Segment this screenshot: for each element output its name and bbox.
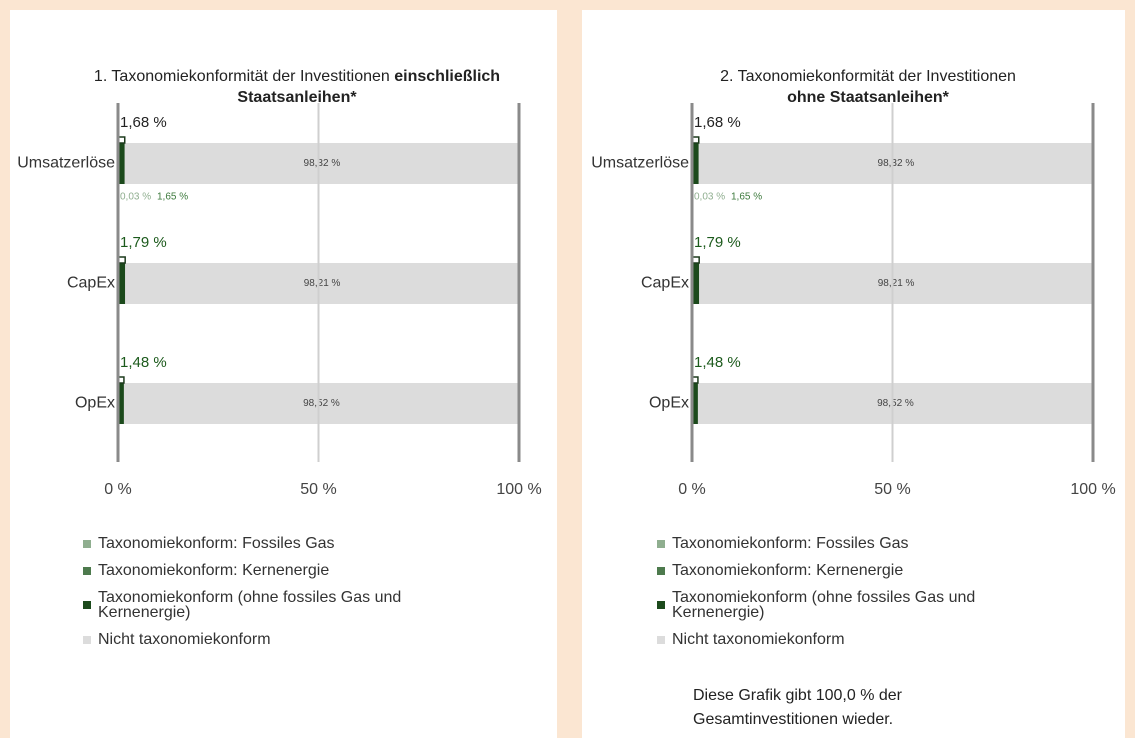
bar-segment — [124, 143, 519, 184]
legend-label: Taxonomiekonform (ohne fossiles Gas und … — [98, 589, 402, 621]
total-label: 1,79 % — [120, 234, 167, 251]
legend: Taxonomiekonform: Fossiles Gas Taxonomiek… — [83, 536, 423, 659]
x-tick-label: 100 % — [1070, 481, 1115, 498]
bar-segment — [692, 383, 698, 424]
value-label: 1,65 % — [731, 192, 762, 203]
category-label: Umsatzerlöse — [17, 155, 115, 172]
category-label: CapEx — [67, 275, 115, 292]
value-label: 98,32 % — [304, 158, 341, 169]
total-label: 1,68 % — [694, 114, 741, 131]
value-label: 98,32 % — [878, 158, 915, 169]
category-label: OpEx — [649, 395, 689, 412]
value-label: 98,52 % — [877, 398, 914, 409]
total-label: 1,79 % — [694, 234, 741, 251]
bar-segment — [123, 383, 519, 424]
legend-swatch — [83, 566, 91, 575]
legend: Taxonomiekonform: Fossiles Gas Taxonomiek… — [657, 536, 997, 659]
value-label: 0,03 % — [120, 192, 151, 203]
chart-title: 1. Taxonomiekonformität der Investitione… — [87, 66, 507, 108]
bar-segment — [697, 383, 1093, 424]
value-label: 1,65 % — [157, 192, 188, 203]
legend-swatch — [657, 601, 665, 609]
category-label: CapEx — [641, 275, 689, 292]
legend-item: Nicht taxonomiekonform — [657, 631, 997, 648]
legend-item: Taxonomiekonform (ohne fossiles Gas und … — [83, 589, 423, 621]
value-label: 98,21 % — [304, 278, 341, 289]
bar-segment — [699, 263, 1093, 304]
x-tick-label: 0 % — [104, 481, 132, 498]
note: Diese Grafik gibt 100,0 % der Gesamtinve… — [693, 687, 902, 728]
legend-item: Taxonomiekonform: Fossiles Gas — [83, 535, 423, 552]
legend-label: Taxonomiekonform: Fossiles Gas — [672, 535, 909, 552]
title-bold: einschließlich Staatsanleihen* — [237, 68, 501, 106]
legend-item: Taxonomiekonform: Fossiles Gas — [657, 535, 997, 552]
legend-swatch — [657, 539, 665, 548]
bar-segment — [698, 143, 1093, 184]
legend-swatch — [83, 635, 91, 644]
legend-item: Nicht taxonomiekonform — [83, 631, 423, 648]
value-label: 98,21 % — [878, 278, 915, 289]
total-label: 1,48 % — [120, 354, 167, 371]
bar-segment — [118, 143, 125, 184]
legend-item: Taxonomiekonform: Kernenergie — [83, 562, 423, 579]
x-tick-label: 50 % — [300, 481, 336, 498]
bar-segment — [118, 263, 126, 304]
x-tick-label: 100 % — [496, 481, 541, 498]
legend-swatch — [657, 566, 665, 575]
x-tick-label: 50 % — [874, 481, 910, 498]
legend-item: Taxonomiekonform (ohne fossiles Gas und … — [657, 589, 997, 621]
panel — [10, 10, 557, 738]
legend-label: Taxonomiekonform: Kernenergie — [98, 562, 330, 579]
title-text: 1. Taxonomiekonformität der Investitione… — [93, 68, 390, 85]
legend-label: Taxonomiekonform: Kernenergie — [672, 562, 904, 579]
category-label: Umsatzerlöse — [591, 155, 689, 172]
legend-item: Taxonomiekonform: Kernenergie — [657, 562, 997, 579]
legend-label: Nicht taxonomiekonform — [98, 631, 271, 648]
legend-label: Taxonomiekonform (ohne fossiles Gas und … — [672, 589, 976, 621]
legend-swatch — [83, 601, 91, 609]
legend-swatch — [83, 539, 91, 548]
total-label: 1,68 % — [120, 114, 167, 131]
legend-swatch — [657, 635, 665, 644]
chart-title: 2. Taxonomiekonformität der Investitione… — [718, 66, 1018, 108]
bar-segment — [692, 263, 700, 304]
legend-label: Nicht taxonomiekonform — [672, 631, 845, 648]
title-text: 2. Taxonomiekonformität der Investitione… — [720, 68, 1016, 85]
x-tick-label: 0 % — [678, 481, 706, 498]
bar-segment — [118, 383, 124, 424]
value-label: 0,03 % — [694, 192, 725, 203]
legend-label: Taxonomiekonform: Fossiles Gas — [98, 535, 335, 552]
category-label: OpEx — [75, 395, 115, 412]
bar-segment — [692, 143, 699, 184]
panel — [582, 10, 1125, 738]
title-bold: ohne Staatsanleihen* — [787, 89, 949, 106]
value-label: 98,52 % — [303, 398, 340, 409]
bar-segment — [125, 263, 519, 304]
total-label: 1,48 % — [694, 354, 741, 371]
